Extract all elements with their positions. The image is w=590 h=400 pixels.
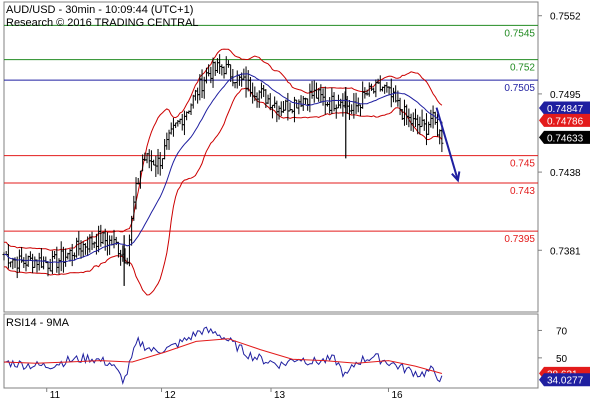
price-marker-1-bg <box>539 113 590 127</box>
rsi-tick-label-0: 70 <box>556 326 568 337</box>
rsi-title: RSI14 - 9MA <box>6 317 70 329</box>
price-tick-label-3: 0.7381 <box>550 246 581 257</box>
price-marker-1-label: 0.74786 <box>547 116 584 127</box>
price-tick-label-2: 0.7438 <box>550 168 581 179</box>
moving-average-line <box>4 73 443 264</box>
rsi-tick-label-1: 50 <box>556 354 568 365</box>
price-tick-label-1: 0.7495 <box>550 90 581 101</box>
axes: 0.7552 0.7495 0.7438 0.7381 70 50 11 12 13 16 <box>46 12 581 400</box>
support-resistance-levels: 0.7545 0.752 0.7505 0.745 0.743 0.7395 <box>4 24 538 245</box>
rsi-series-0 <box>3 326 443 386</box>
bollinger-lower <box>4 87 443 296</box>
x-tick-label-0: 11 <box>50 390 61 400</box>
x-tick-label-1: 12 <box>165 390 177 400</box>
rsi-panel <box>3 313 539 389</box>
rsi-marker-1-label: 34.0277 <box>547 376 584 387</box>
x-tick-label-2: 13 <box>274 390 286 400</box>
moving-average <box>4 73 443 264</box>
price-marker-0-bg <box>539 101 590 115</box>
forecast-arrow-head <box>451 171 461 183</box>
rsi-lines <box>3 326 443 386</box>
forecast-arrow-shaft <box>435 107 459 181</box>
level-label-3: 0.745 <box>510 159 535 170</box>
price-panel <box>3 1 539 313</box>
level-label-4: 0.743 <box>510 186 535 197</box>
price-tick-label-0: 0.7552 <box>550 12 581 23</box>
forecast-arrow <box>435 107 461 183</box>
price-marker-2-label: 0.74633 <box>547 133 584 144</box>
chart-title: AUD/USD - 30min - 10:09:44 (UTC+1) <box>6 4 193 16</box>
level-label-2: 0.7505 <box>504 83 535 94</box>
chart-subtitle: Research © 2016 TRADING CENTRAL <box>6 17 199 29</box>
rsi-series-1 <box>3 338 443 374</box>
price-marker-0-label: 0.74847 <box>547 104 584 115</box>
price-marker-2-bg <box>539 130 590 144</box>
level-label-0: 0.7545 <box>504 28 535 39</box>
level-label-1: 0.752 <box>510 63 535 74</box>
x-tick-label-3: 16 <box>391 390 403 400</box>
rsi-marker-1-bg <box>539 373 590 387</box>
level-label-5: 0.7395 <box>504 234 535 245</box>
candlesticks <box>2 54 444 286</box>
